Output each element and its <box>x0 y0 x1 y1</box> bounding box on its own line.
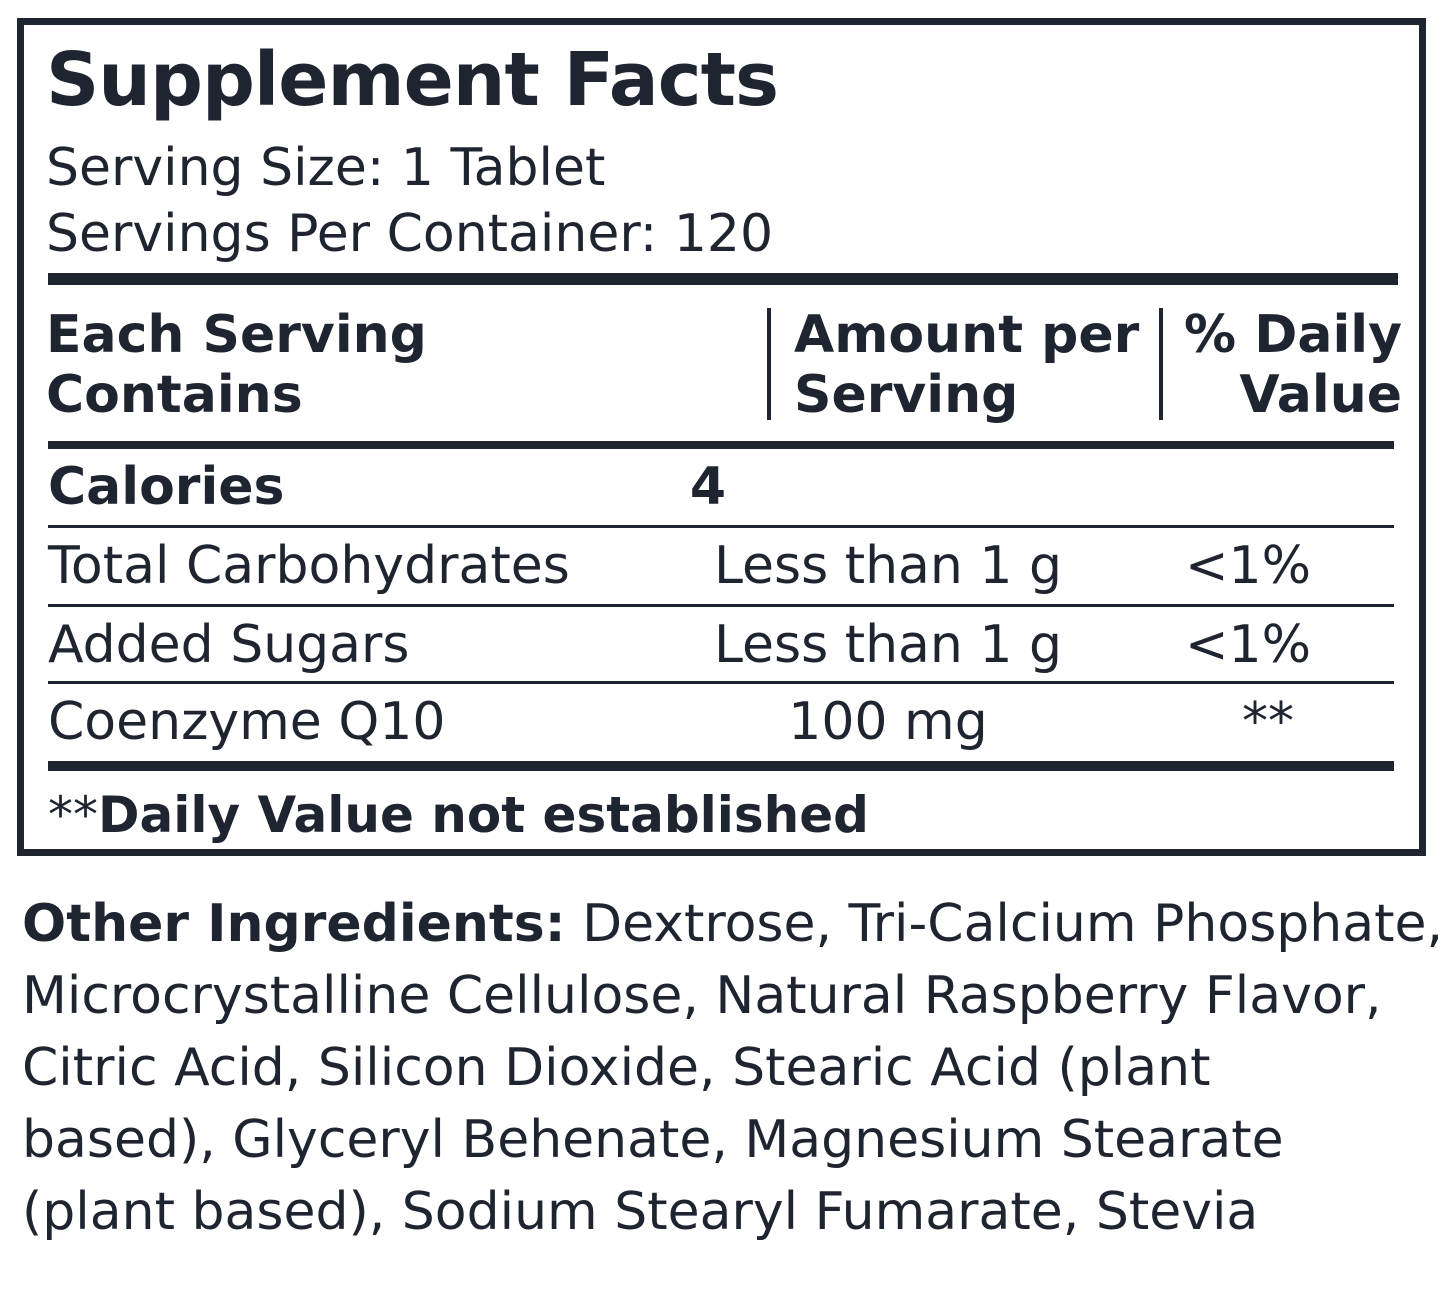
panel-title: Supplement Facts <box>46 37 779 123</box>
column-separator <box>1159 308 1163 420</box>
row-amount: 100 mg <box>788 692 988 752</box>
ingredients-text: Dextrose, Tri-Calcium Phosphate, <box>565 894 1444 954</box>
table-row: Calories 4 <box>48 449 1394 528</box>
footnote-text: Daily Value not established <box>98 786 869 844</box>
ingredients-line: Microcrystalline Cellulose, Natural Rasp… <box>22 966 1382 1026</box>
divider-medium <box>48 441 1394 449</box>
footnote-marker: ** <box>48 786 98 844</box>
table-row: Added Sugars Less than 1 g <1% <box>48 607 1394 684</box>
divider-thick <box>48 761 1394 771</box>
row-name: Total Carbohydrates <box>48 536 570 596</box>
servings-per-container: Servings Per Container: 120 <box>46 204 774 264</box>
ingredients-line: (plant based), Sodium Stearyl Fumarate, … <box>22 1182 1259 1242</box>
column-header-daily-value: % Daily Value <box>1183 305 1402 425</box>
row-daily-value: <1% <box>1184 615 1312 675</box>
row-name: Coenzyme Q10 <box>48 692 446 752</box>
ingredients-line: based), Glyceryl Behenate, Magnesium Ste… <box>22 1110 1284 1170</box>
divider-thick <box>48 273 1398 285</box>
ingredients-line: Citric Acid, Silicon Dioxide, Stearic Ac… <box>22 1038 1211 1098</box>
row-amount: Less than 1 g <box>713 536 1063 596</box>
column-separator <box>767 308 771 420</box>
ingredients-line: Other Ingredients: Dextrose, Tri-Calcium… <box>22 888 1443 960</box>
row-name: Added Sugars <box>48 615 410 675</box>
ingredients-label: Other Ingredients: <box>22 894 566 954</box>
table-row: Total Carbohydrates Less than 1 g <1% <box>48 528 1394 607</box>
column-header-name: Each Serving Contains <box>46 305 427 425</box>
column-header-amount: Amount per Serving <box>794 305 1140 425</box>
row-daily-value: <1% <box>1184 536 1312 596</box>
row-amount: Less than 1 g <box>713 615 1063 675</box>
row-amount: 4 <box>689 457 727 517</box>
row-daily-value: ** <box>1242 692 1294 752</box>
row-name: Calories <box>48 457 285 517</box>
table-row: Coenzyme Q10 100 mg ** <box>48 684 1394 754</box>
serving-size: Serving Size: 1 Tablet <box>46 138 606 198</box>
footnote: **Daily Value not established <box>48 785 869 845</box>
supplement-facts-panel: Supplement Facts Serving Size: 1 Tablet … <box>17 18 1426 856</box>
other-ingredients: Other Ingredients: Dextrose, Tri-Calcium… <box>22 888 1443 1248</box>
